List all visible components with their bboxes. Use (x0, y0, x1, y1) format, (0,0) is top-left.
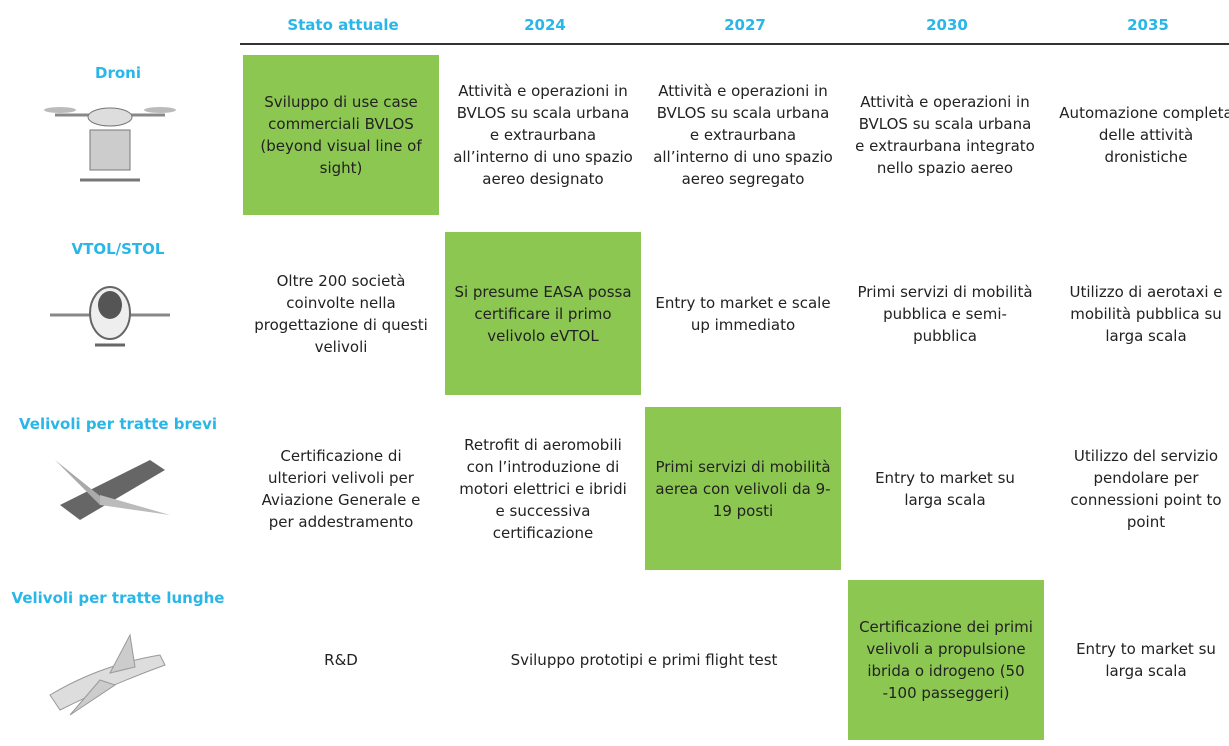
cell: Certificazione di ulteriori velivoli per… (261, 446, 421, 531)
evtol-icon (50, 286, 170, 347)
cell: Sviluppo di use case commerciali BVLOS (… (243, 55, 439, 215)
cell: Entry to market e scale up immediato (655, 293, 831, 334)
row-label: VTOL/STOL (71, 240, 165, 258)
column-header: 2027 (724, 16, 766, 34)
cell: Oltre 200 società coinvolte nella proget… (254, 271, 428, 356)
cell: Attività e operazioni in BVLOS su scala … (653, 82, 833, 188)
drone-icon (44, 107, 176, 182)
cell: Primi servizi di mobilità pubblica e sem… (857, 282, 1033, 345)
column-header: Stato attuale (287, 16, 399, 34)
row-label: Velivoli per tratte brevi (18, 415, 218, 433)
cell: Attività e operazioni in BVLOS su scala … (855, 93, 1035, 177)
short-haul-icon (55, 460, 170, 520)
header-rule (240, 43, 1229, 45)
cell: Automazione completa delle attività dron… (1059, 104, 1229, 166)
cell: Entry to market su larga scala (875, 468, 1015, 509)
long-haul-icon (49, 633, 166, 716)
cell: Primi servizi di mobilità aerea con veli… (645, 407, 841, 570)
cell: R&D (324, 651, 358, 669)
column-header: 2035 (1127, 16, 1169, 34)
cell: Retrofit di aeromobili con l’introduzion… (459, 435, 627, 542)
cell: Si presume EASA possa certificare il pri… (445, 232, 641, 395)
cell: Entry to market su larga scala (1076, 640, 1216, 680)
cell: Attività e operazioni in BVLOS su scala … (453, 82, 633, 188)
row-label: Velivoli per tratte lunghe (11, 589, 225, 607)
column-header: 2024 (524, 16, 566, 34)
row-label: Droni (95, 64, 141, 82)
column-header: 2030 (926, 16, 968, 34)
cell: Utilizzo di aerotaxi e mobilità pubblica… (1069, 282, 1223, 345)
cell: Sviluppo prototipi e primi flight test (510, 651, 778, 669)
cell: Certificazione dei primi velivoli a prop… (848, 580, 1044, 740)
cell: Utilizzo del servizio pendolare per conn… (1070, 446, 1222, 531)
